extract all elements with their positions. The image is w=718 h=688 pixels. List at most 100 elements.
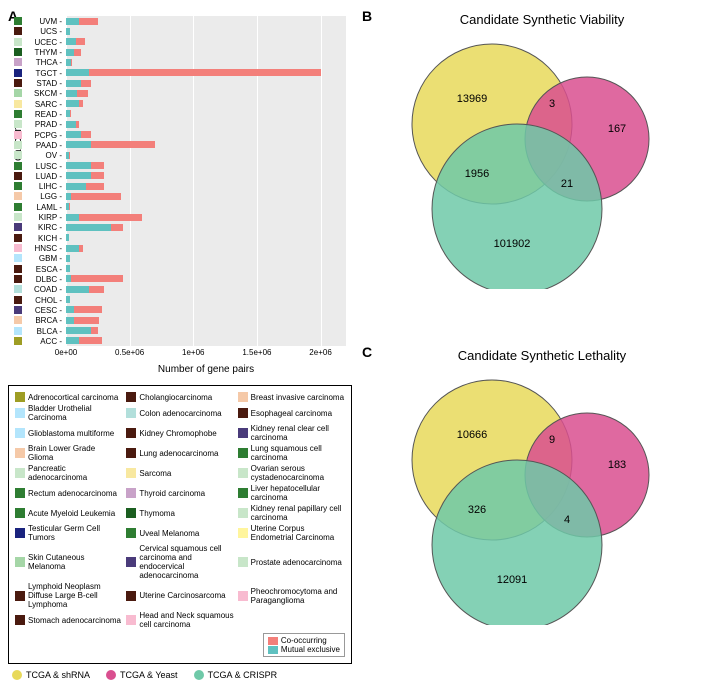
category-label: OV - — [46, 151, 62, 160]
legend-item: Cholangiocarcinoma — [126, 392, 233, 402]
x-axis-label: Number of gene pairs — [66, 364, 346, 375]
panel-b: B Candidate Synthetic Viability 13969167… — [362, 8, 718, 344]
bar-segment-cooccurring — [74, 49, 82, 56]
legend-text: Kidney renal clear cell carcinoma — [251, 424, 345, 442]
legend-text: Head and Neck squamous cell carcinoma — [139, 611, 233, 629]
bar-row — [66, 254, 70, 262]
category-color-swatch — [14, 89, 22, 97]
bar-segment-cooccurring — [79, 245, 83, 252]
venn-count-yg: 326 — [468, 504, 486, 516]
bar-segment-mutual-exclusive — [66, 18, 79, 25]
legend-swatch — [126, 392, 136, 402]
legend-text: Uterine Carcinosarcoma — [139, 591, 225, 600]
panel-c-label: C — [362, 344, 372, 360]
bar-row — [66, 316, 99, 324]
legend-cooccurring: Co-occurring — [268, 636, 340, 645]
legend-item: Sarcoma — [126, 464, 233, 482]
category-label: CHOL - — [35, 296, 62, 305]
bar-segment-cooccurring — [69, 203, 70, 210]
bar-segment-mutual-exclusive — [66, 224, 111, 231]
legend-text: Testicular Germ Cell Tumors — [28, 524, 122, 542]
category-label: LUSC - — [36, 162, 62, 171]
category-label: LUAD - — [36, 172, 62, 181]
legend-swatch — [238, 428, 248, 438]
category-color-swatch — [14, 17, 22, 25]
category-label: READ - — [35, 110, 62, 119]
category-label: ESCA - — [36, 265, 62, 274]
legend-item: Kidney renal clear cell carcinoma — [238, 424, 345, 442]
bar-segment-cooccurring — [81, 131, 91, 138]
bar-row — [66, 131, 91, 139]
legend-text: Thymoma — [139, 509, 175, 518]
category-label: STAD - — [36, 79, 62, 88]
category-label: THCA - — [36, 58, 62, 67]
category-label: CESC - — [35, 306, 62, 315]
legend-swatch — [126, 448, 136, 458]
venn-svg — [362, 365, 702, 625]
venn-circle-legend: TCGA & shRNA TCGA & Yeast TCGA & CRISPR — [8, 670, 358, 680]
legend-text: Kidney renal papillary cell carcinoma — [251, 504, 345, 522]
legend-item: Cervical squamous cell carcinoma and end… — [126, 544, 233, 580]
legend-swatch — [126, 615, 136, 625]
bar-row — [66, 58, 72, 66]
bar-row — [66, 275, 123, 283]
legend-item: Kidney Chromophobe — [126, 424, 233, 442]
bar-segment-mutual-exclusive — [66, 28, 70, 35]
category-color-swatch — [14, 151, 22, 159]
bar-row — [66, 192, 121, 200]
grid-line — [257, 16, 258, 346]
bar-segment-cooccurring — [89, 286, 104, 293]
legend-item: Adrenocortical carcinoma — [15, 392, 122, 402]
legend-swatch — [15, 557, 25, 567]
bar-segment-mutual-exclusive — [66, 317, 74, 324]
category-color-swatch — [14, 100, 22, 108]
category-label: LIHC - — [39, 182, 62, 191]
legend-swatch — [15, 615, 25, 625]
category-label: UCS - — [40, 27, 62, 36]
bar-segment-cooccurring — [111, 224, 124, 231]
legend-text: Glioblastoma multiforme — [28, 429, 114, 438]
bar-segment-mutual-exclusive — [66, 183, 86, 190]
venn-count-green_only: 12091 — [497, 574, 528, 586]
venn-count-pink_only: 183 — [608, 459, 626, 471]
legend-swatch — [238, 468, 248, 478]
legend-swatch — [238, 408, 248, 418]
category-color-swatch — [14, 254, 22, 262]
bar-row — [66, 244, 83, 252]
legend-text: Uveal Melanoma — [139, 529, 199, 538]
bar-segment-cooccurring — [81, 80, 91, 87]
bar-row — [66, 296, 70, 304]
venn-legend-text: TCGA & CRISPR — [208, 670, 278, 680]
bar-row — [66, 234, 69, 242]
venn-legend-text: TCGA & Yeast — [120, 670, 178, 680]
legend-swatch — [15, 448, 25, 458]
bar-segment-mutual-exclusive — [66, 337, 79, 344]
legend-swatch — [126, 508, 136, 518]
bar-segment-cooccurring — [71, 275, 123, 282]
legend-text: Prostate adenocarcinoma — [251, 558, 342, 567]
legend-swatch — [126, 468, 136, 478]
legend-text: Lung adenocarcinoma — [139, 449, 218, 458]
panel-c: C Candidate Synthetic Lethality 10666183… — [362, 344, 718, 680]
bar-row — [66, 110, 71, 118]
bar-segment-mutual-exclusive — [66, 265, 70, 272]
legend-item: Uveal Melanoma — [126, 524, 233, 542]
category-color-swatch — [14, 213, 22, 221]
legend-item: Lymphoid Neoplasm Diffuse Large B-cell L… — [15, 582, 122, 609]
bar-segment-cooccurring — [79, 337, 102, 344]
bar-segment-cooccurring — [86, 183, 104, 190]
x-tick-label: 2e+06 — [309, 348, 331, 357]
venn-legend-item: TCGA & shRNA — [12, 670, 90, 680]
category-label: THYM - — [34, 48, 62, 57]
category-label: SARC - — [35, 100, 62, 109]
legend-item: Liver hepatocellular carcinoma — [238, 484, 345, 502]
bar-segment-mutual-exclusive — [66, 286, 89, 293]
legend-swatch — [15, 408, 25, 418]
legend-text: Brain Lower Grade Glioma — [28, 444, 122, 462]
category-color-swatch — [14, 58, 22, 66]
legend-mutual-exclusive: Mutual exclusive — [268, 645, 340, 654]
bar-row — [66, 151, 70, 159]
bar-segment-mutual-exclusive — [66, 245, 79, 252]
category-color-swatch — [14, 38, 22, 46]
legend-swatch — [238, 392, 248, 402]
